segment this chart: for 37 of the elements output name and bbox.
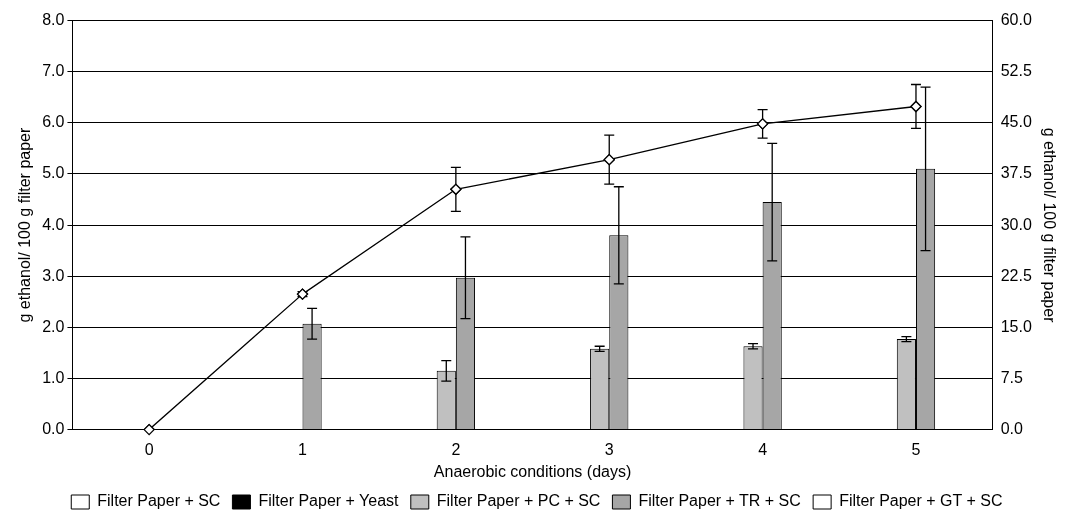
y2-tick-label: 30.0: [1000, 215, 1032, 233]
x-tick-label: 2: [451, 440, 461, 458]
y2-tick-label: 0.0: [1000, 420, 1023, 438]
y2-tick-label: 52.5: [1000, 62, 1032, 80]
point: [143, 423, 155, 436]
y-tick-label: 0.0: [42, 420, 65, 438]
y-tick-label: 5.0: [42, 164, 65, 182]
y2-tick-label: 7.5: [1000, 368, 1023, 386]
y2-axis-title: g ethanol/ 100 g filter paper: [1040, 127, 1058, 324]
x-tick-label: 0: [144, 440, 154, 458]
y-tick-label: 3.0: [42, 266, 65, 284]
y-tick-label: 2.0: [42, 317, 65, 335]
y-tick-label: 7.0: [42, 62, 65, 80]
x-tick-label: 4: [758, 440, 768, 458]
y-tick-label: 4.0: [42, 215, 65, 233]
y-tick-label: 8.0: [42, 11, 65, 29]
x-tick-label: 1: [298, 440, 308, 458]
x-tick-label: 3: [604, 440, 614, 458]
legend-label: Filter Paper + SC: [97, 492, 221, 510]
y2-tick-label: 60.0: [1000, 11, 1032, 29]
y2-tick-label: 37.5: [1000, 164, 1032, 182]
y2-tick-label: 22.5: [1000, 266, 1032, 284]
y2-tick-label: 45.0: [1000, 113, 1032, 131]
y-tick-label: 6.0: [42, 113, 65, 131]
legend-label: Filter Paper + Yeast: [258, 492, 400, 510]
x-axis-title: Anaerobic conditions (days): [433, 462, 632, 480]
point: [450, 183, 462, 195]
point: [910, 100, 922, 113]
y2-tick-label: 15.0: [1000, 317, 1032, 335]
y-axis-title: g ethanol/ 100 g filter paper: [16, 127, 34, 323]
point: [603, 154, 615, 166]
legend-label: Filter Paper + TR + SC: [638, 492, 801, 510]
legend-label: Filter Paper + PC + SC: [436, 492, 601, 510]
x-tick-label: 5: [911, 440, 921, 458]
legend-label: Filter Paper + GT + SC: [839, 492, 1003, 510]
point: [756, 118, 769, 130]
y-tick-label: 1.0: [42, 368, 65, 386]
